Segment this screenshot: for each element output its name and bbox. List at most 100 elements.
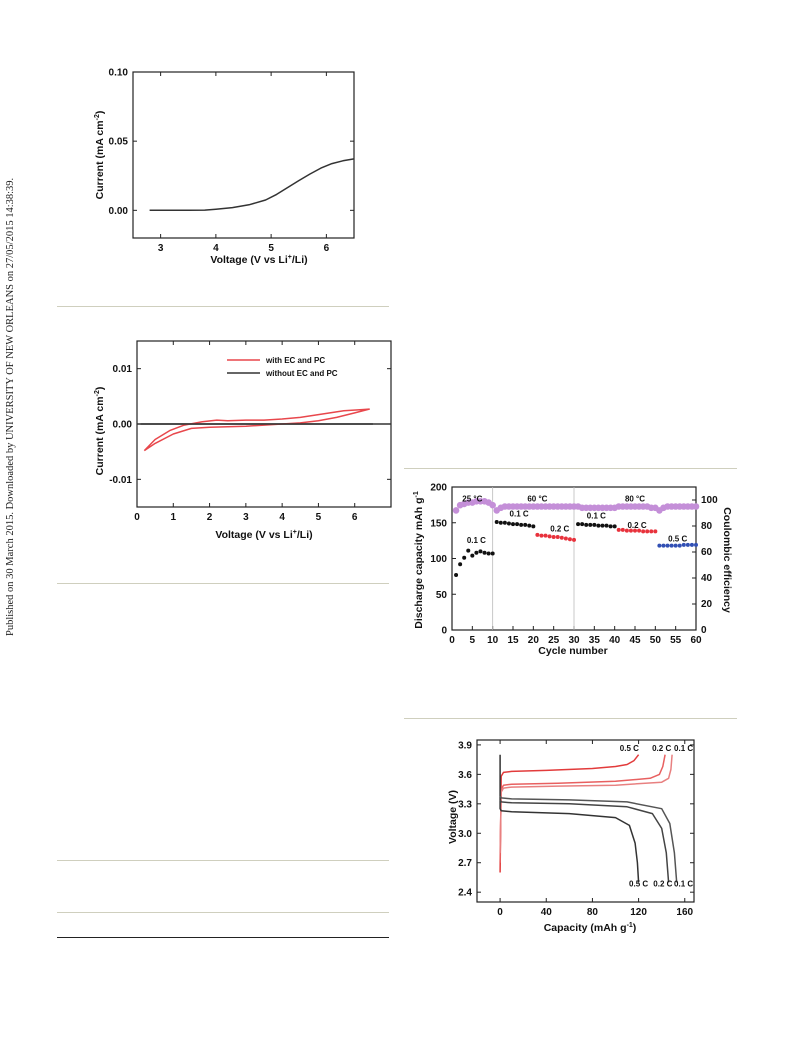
- annotation-label: 0.5 C: [668, 534, 687, 543]
- data-point: [624, 528, 629, 533]
- y-tick-label: 3.6: [458, 770, 472, 781]
- data-point: [596, 523, 601, 528]
- cv-ylabel: Current (mA cm-2): [94, 387, 106, 476]
- series-line-3: [499, 754, 673, 853]
- data-point: [454, 572, 459, 577]
- x-tick-label: 6: [324, 243, 330, 254]
- series-line-5: [499, 799, 670, 883]
- y-tick-label: 200: [430, 483, 447, 494]
- data-point: [519, 522, 524, 527]
- y-tick-label: -0.01: [109, 475, 132, 486]
- y-tick-label: 0.00: [109, 206, 129, 217]
- data-point: [535, 532, 540, 537]
- data-point: [567, 537, 572, 542]
- x-tick-label: 3: [158, 243, 164, 254]
- x-tick-label: 3: [243, 512, 249, 523]
- x-tick-label: 0: [134, 512, 140, 523]
- download-stamp: Published on 30 March 2015. Downloaded b…: [5, 177, 16, 636]
- y-tick-label: 2.7: [458, 858, 472, 869]
- x-tick-label: 4: [279, 512, 285, 523]
- data-point: [539, 533, 544, 538]
- x-tick-label: 5: [268, 243, 274, 254]
- x-tick-label: 4: [213, 243, 219, 254]
- y-tick-label: 50: [436, 590, 448, 601]
- data-point: [547, 534, 552, 539]
- data-point: [494, 520, 499, 525]
- rate-chart: 0 5 10 15 20 25 30 35 40 45 50 55 600501001502000204…: [413, 483, 733, 658]
- cv-chart: 0 1 2 3 4 5 6 -0.01 0.00 0.01 Voltage (V vs Li+/L…: [94, 340, 392, 541]
- data-point: [669, 543, 674, 548]
- series-line-6: [499, 795, 678, 883]
- x-tick-label: 6: [352, 512, 358, 523]
- data-point: [612, 524, 617, 529]
- separator-rule: [57, 937, 389, 938]
- lsv-chart: 3 4 5 6 0.00 0.05 0.10 Voltage (V vs Li+/Li) C…: [94, 68, 355, 266]
- data-point: [559, 535, 564, 540]
- data-point: [588, 522, 593, 527]
- x-tick-label: 160: [676, 907, 693, 918]
- y-tick-label: 0.00: [113, 420, 133, 431]
- x-tick-label: 40: [609, 635, 621, 646]
- y-tick-label: 0: [441, 626, 447, 637]
- x-tick-label: 60: [690, 635, 702, 646]
- y-tick-label: 100: [430, 554, 447, 565]
- plot-frame: [132, 71, 355, 239]
- data-point: [551, 535, 556, 540]
- x-tick-label: 20: [528, 635, 540, 646]
- gcd-xlabel: Capacity (mAh g-1): [544, 922, 637, 934]
- x-tick-label: 40: [541, 907, 553, 918]
- x-tick-label: 1: [171, 512, 177, 523]
- data-point: [608, 524, 613, 529]
- annotation-label: 0.2 C: [652, 744, 671, 753]
- annotation-label: 0.5 C: [629, 879, 648, 888]
- cv-legend: with EC and PC without EC and PC: [227, 356, 338, 378]
- data-point: [515, 522, 520, 527]
- y2-tick-label: 0: [701, 625, 707, 636]
- y2-tick-label: 60: [701, 547, 713, 558]
- data-point: [692, 503, 700, 510]
- rate-y2label: Coulombic efficiency: [721, 507, 733, 613]
- data-point: [523, 522, 528, 527]
- x-tick-label: 2: [207, 512, 213, 523]
- lsv-xlabel: Voltage (V vs Li+/Li): [210, 254, 307, 266]
- data-point: [653, 529, 658, 534]
- data-point: [584, 522, 589, 527]
- x-tick-label: 10: [487, 635, 499, 646]
- x-tick-label: 15: [507, 635, 519, 646]
- legend-label-with: with EC and PC: [265, 356, 325, 365]
- data-point: [689, 542, 694, 547]
- data-point: [452, 507, 460, 514]
- annotation-label: 0.5 C: [620, 744, 639, 753]
- data-point: [502, 520, 507, 525]
- series-line-1: [499, 754, 640, 873]
- rate-ylabel: Discharge capacity mAh g-1: [413, 491, 425, 629]
- data-point: [474, 550, 479, 555]
- data-point: [490, 551, 495, 556]
- data-point: [645, 529, 650, 534]
- data-point: [563, 536, 568, 541]
- separator-rule: [57, 583, 389, 584]
- data-point: [572, 537, 576, 542]
- data-point: [620, 527, 625, 532]
- y-tick-label: 3.3: [458, 799, 472, 810]
- x-tick-label: 55: [670, 635, 682, 646]
- data-point: [592, 522, 597, 527]
- series-line-2: [499, 754, 666, 863]
- data-point: [486, 551, 491, 556]
- data-point: [580, 522, 585, 527]
- y-tick-label: 3.9: [458, 740, 472, 751]
- data-point: [543, 533, 548, 538]
- data-point: [673, 543, 678, 548]
- y-tick-label: 2.4: [458, 888, 472, 899]
- x-tick-label: 5: [316, 512, 322, 523]
- annotation-label: 0.2 C: [627, 521, 646, 530]
- data-point: [633, 528, 637, 533]
- data-point: [616, 527, 621, 532]
- data-point: [637, 528, 642, 533]
- x-tick-label: 25: [548, 635, 560, 646]
- data-point: [478, 549, 483, 554]
- x-tick-label: 0: [449, 635, 455, 646]
- data-point: [555, 535, 560, 540]
- separator-rule: [404, 468, 737, 469]
- separator-rule: [57, 306, 389, 307]
